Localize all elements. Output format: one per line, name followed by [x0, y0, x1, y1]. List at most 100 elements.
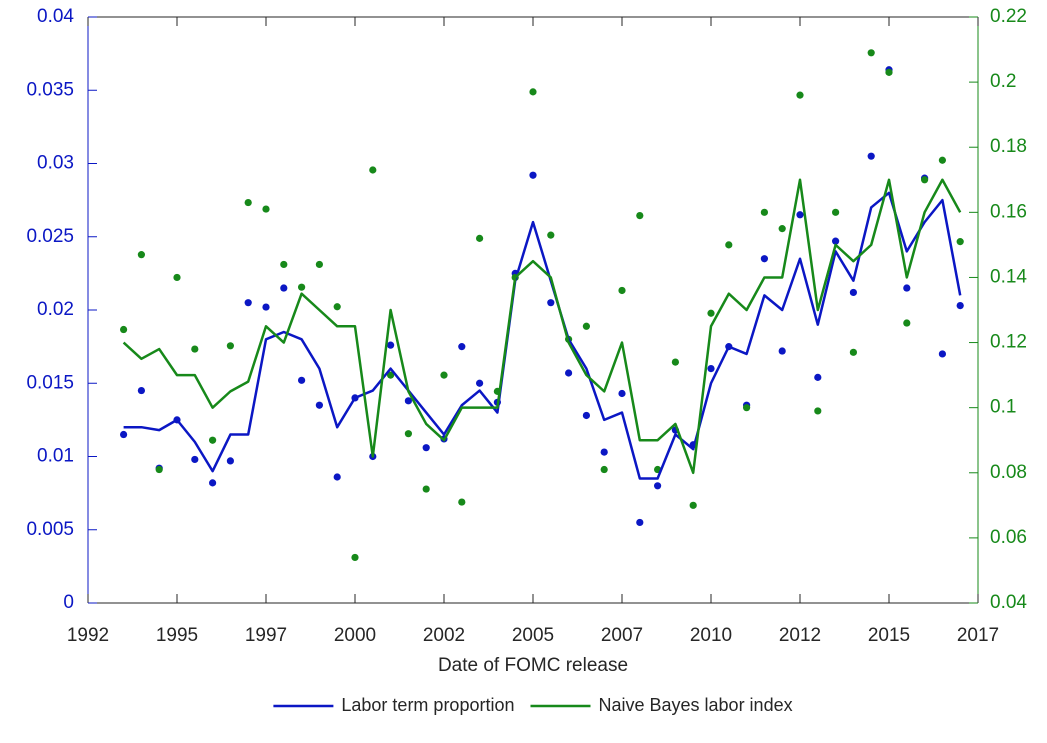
x-tick-label: 2012: [779, 625, 821, 646]
data-point: [351, 553, 359, 562]
data-point: [654, 482, 662, 490]
data-point: [333, 303, 341, 311]
data-point: [476, 379, 484, 387]
data-point: [707, 365, 715, 373]
data-point: [120, 430, 128, 439]
data-point: [315, 401, 323, 409]
data-point: [137, 386, 145, 395]
data-point: [867, 152, 875, 160]
data-point: [244, 299, 252, 307]
data-point: [280, 284, 288, 292]
data-point: [298, 283, 306, 291]
data-point: [529, 88, 537, 96]
data-point: [298, 376, 306, 384]
y2-tick-label: 0.16: [990, 201, 1027, 222]
series-line: [122, 178, 962, 475]
y2-tick-label: 0.06: [990, 527, 1027, 548]
y2-tick-label: 0.04: [990, 592, 1027, 613]
data-point: [476, 234, 484, 242]
data-point: [582, 411, 591, 420]
x-tick-label: 1992: [67, 625, 109, 646]
data-point: [636, 518, 644, 527]
data-point: [796, 211, 804, 219]
y2-tick-label: 0.18: [990, 136, 1027, 157]
y-tick-label: 0.03: [37, 153, 74, 174]
data-point: [938, 350, 947, 358]
data-point: [404, 430, 412, 438]
data-point: [191, 345, 199, 353]
data-point: [209, 479, 217, 487]
data-point: [760, 255, 769, 263]
data-point: [618, 389, 626, 398]
x-tick-label: 2015: [868, 625, 910, 646]
data-point: [832, 237, 840, 245]
data-point: [458, 343, 466, 351]
data-point: [867, 49, 875, 57]
y-tick-label: 0.02: [37, 299, 74, 320]
data-point: [956, 238, 964, 246]
data-point: [565, 369, 573, 377]
data-point: [814, 407, 822, 415]
data-point: [369, 166, 377, 174]
data-point: [404, 397, 412, 405]
x-tick-label: 2010: [690, 625, 732, 646]
y2-tick-label: 0.14: [990, 266, 1027, 287]
data-point: [778, 225, 786, 233]
data-point: [671, 358, 680, 366]
data-point: [333, 473, 341, 481]
x-tick-label: 2005: [512, 625, 554, 646]
data-point: [226, 457, 234, 465]
data-point: [155, 465, 163, 474]
data-point: [226, 342, 234, 350]
data-point: [600, 448, 608, 456]
data-point: [458, 498, 466, 506]
y2-tick-label: 0.08: [990, 462, 1027, 483]
data-point: [600, 465, 608, 474]
data-point: [120, 325, 128, 334]
data-point: [440, 371, 448, 379]
x-tick-label: 2017: [957, 625, 999, 646]
data-point: [547, 231, 555, 239]
data-point: [725, 241, 733, 249]
data-point: [262, 205, 270, 213]
y-tick-label: 0.005: [26, 519, 74, 540]
legend-label: Naive Bayes labor index: [598, 695, 792, 715]
legend-label: Labor term proportion: [341, 695, 514, 715]
y-tick-label: 0.025: [26, 226, 74, 247]
data-point: [209, 436, 217, 444]
series-line: [123, 191, 962, 480]
y-tick-label: 0: [63, 592, 74, 613]
data-point: [137, 251, 145, 259]
x-tick-label: 1995: [156, 625, 198, 646]
y2-tick-label: 0.1: [990, 397, 1016, 418]
data-point: [280, 260, 288, 269]
data-point: [849, 348, 858, 356]
data-point: [387, 371, 395, 379]
data-point: [903, 319, 911, 327]
y-tick-label: 0.035: [26, 79, 74, 100]
data-point: [796, 91, 804, 99]
data-point: [849, 288, 858, 297]
data-point: [707, 309, 715, 317]
x-axis-title: Date of FOMC release: [438, 655, 628, 676]
y2-tick-label: 0.12: [990, 332, 1027, 353]
x-tick-label: 2002: [423, 625, 465, 646]
data-point: [529, 171, 537, 179]
data-point: [547, 299, 555, 307]
x-tick-label: 1997: [245, 625, 287, 646]
data-point: [814, 373, 822, 381]
data-point: [173, 273, 181, 282]
data-point: [956, 302, 964, 310]
data-point: [921, 176, 929, 184]
data-point: [315, 260, 323, 269]
data-point: [760, 208, 769, 216]
data-point: [191, 455, 199, 464]
x-tick-label: 2007: [601, 625, 643, 646]
data-point: [778, 347, 786, 355]
data-point: [938, 156, 947, 164]
y-tick-label: 0.04: [37, 6, 74, 27]
y-tick-label: 0.01: [37, 446, 74, 467]
data-point: [582, 322, 591, 330]
y-tick-label: 0.015: [26, 372, 74, 393]
